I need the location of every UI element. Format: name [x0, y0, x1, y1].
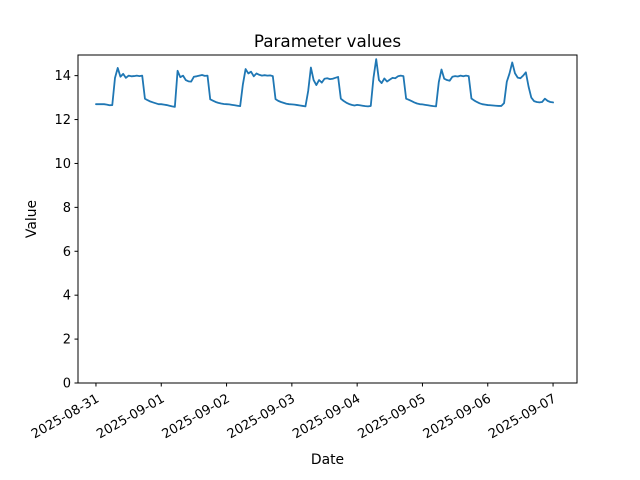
y-axis-ticks: 0 2 4 6 8 10 12 14: [54, 69, 78, 392]
x-tick-label: 2025-09-03: [225, 391, 298, 442]
x-tick-label: 2025-09-04: [290, 391, 363, 442]
x-tick-label: 2025-09-02: [160, 391, 233, 442]
x-tick-label: 2025-09-05: [356, 391, 429, 442]
y-tick-label: 10: [54, 157, 71, 172]
y-tick-label: 12: [54, 113, 71, 128]
x-tick-label: 2025-08-31: [29, 391, 102, 442]
y-axis-label: Value: [24, 200, 40, 238]
chart-title: Parameter values: [254, 31, 401, 51]
data-line: [95, 58, 554, 108]
x-axis-ticks: 2025-08-312025-09-012025-09-022025-09-03…: [29, 383, 559, 442]
x-tick-label: 2025-09-06: [421, 391, 494, 442]
y-tick-label: 6: [63, 245, 71, 260]
y-tick-label: 0: [63, 377, 71, 392]
x-tick-label: 2025-09-01: [94, 391, 167, 442]
x-tick-label: 2025-09-07: [486, 391, 559, 442]
x-axis-label: Date: [311, 452, 344, 468]
y-tick-label: 4: [63, 289, 71, 304]
plot-border: [77, 54, 578, 384]
y-tick-label: 2: [63, 333, 71, 348]
y-tick-label: 8: [63, 201, 71, 216]
y-tick-label: 14: [54, 69, 71, 84]
